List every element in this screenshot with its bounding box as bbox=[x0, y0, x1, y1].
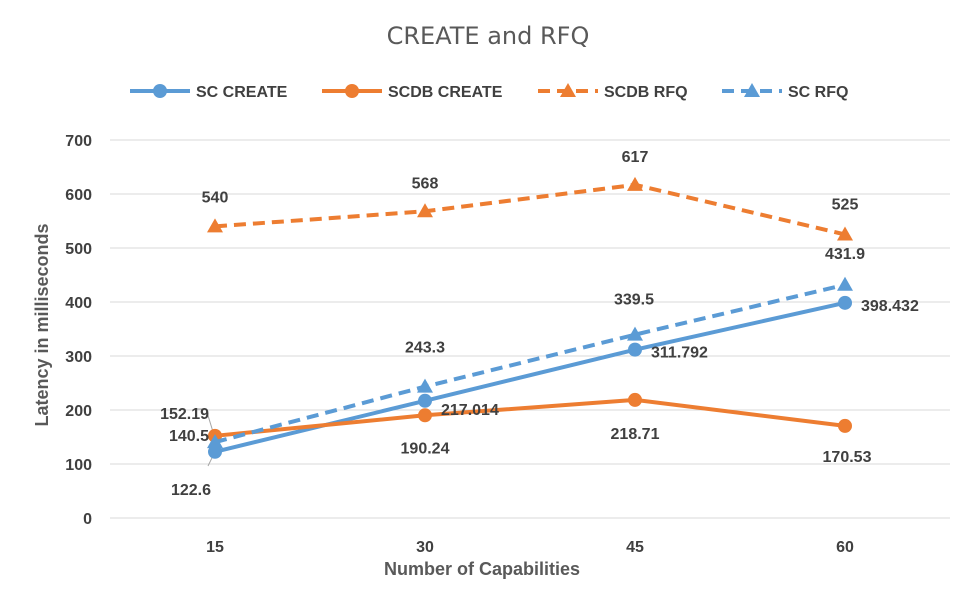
legend: SC CREATE SCDB CREATE SCDB RFQ SC RFQ bbox=[130, 83, 848, 101]
chart-title: CREATE and RFQ bbox=[387, 22, 590, 50]
y-axis-title: Latency in milliseconds bbox=[32, 223, 52, 426]
legend-marker bbox=[560, 83, 576, 97]
leader-line bbox=[196, 408, 214, 432]
data-point bbox=[628, 392, 642, 407]
data-point bbox=[838, 418, 852, 433]
legend-item-scdb-create: SCDB CREATE bbox=[322, 84, 503, 101]
data-label: 243.3 bbox=[405, 340, 445, 357]
series-line bbox=[214, 397, 846, 438]
y-tick-label: 700 bbox=[65, 133, 92, 150]
data-point bbox=[207, 218, 223, 233]
series-group bbox=[207, 176, 853, 459]
data-label: 170.53 bbox=[823, 449, 872, 466]
y-tick-label: 400 bbox=[65, 295, 92, 312]
data-point bbox=[627, 326, 643, 341]
series-line bbox=[214, 282, 846, 445]
data-point bbox=[627, 176, 643, 191]
data-label: 122.6 bbox=[171, 482, 211, 499]
series-sc-rfq bbox=[207, 276, 853, 449]
y-tick-label: 100 bbox=[65, 457, 92, 474]
data-label: 617 bbox=[622, 149, 649, 166]
data-point bbox=[417, 378, 433, 393]
series-scdb-rfq bbox=[207, 176, 853, 241]
legend-item-sc-rfq: SC RFQ bbox=[722, 83, 848, 101]
x-tick-label: 45 bbox=[626, 539, 644, 556]
data-label: 398.432 bbox=[861, 298, 919, 315]
x-tick-label: 15 bbox=[206, 539, 224, 556]
x-axis-title: Number of Capabilities bbox=[384, 559, 580, 579]
y-tick-label: 300 bbox=[65, 349, 92, 366]
data-label: 152.19 bbox=[160, 406, 209, 423]
data-label: 217.014 bbox=[441, 402, 499, 419]
data-point bbox=[838, 295, 852, 310]
y-tick-label: 600 bbox=[65, 187, 92, 204]
data-point bbox=[837, 276, 853, 291]
data-label: 190.24 bbox=[401, 440, 450, 457]
legend-label: SC RFQ bbox=[788, 84, 848, 101]
data-point bbox=[417, 203, 433, 218]
x-tick-label: 30 bbox=[416, 539, 434, 556]
x-axis-ticks: 15 30 45 60 bbox=[206, 539, 854, 556]
data-labels: 122.6 217.014 311.792 398.432 152.19 190.24 21… bbox=[160, 149, 919, 499]
y-axis-ticks: 0 100 200 300 400 500 600 700 bbox=[65, 133, 92, 528]
data-point bbox=[207, 434, 223, 449]
legend-label: SC CREATE bbox=[196, 84, 288, 101]
series-line bbox=[214, 182, 846, 237]
data-label: 525 bbox=[832, 197, 859, 214]
legend-label: SCDB RFQ bbox=[604, 84, 688, 101]
legend-marker bbox=[345, 84, 359, 98]
legend-marker bbox=[744, 83, 760, 97]
data-label: 140.5 bbox=[169, 428, 209, 445]
data-label: 218.71 bbox=[611, 426, 660, 443]
gridlines bbox=[110, 139, 950, 519]
data-point bbox=[837, 226, 853, 241]
legend-item-sc-create: SC CREATE bbox=[130, 84, 288, 101]
legend-item-scdb-rfq: SCDB RFQ bbox=[538, 83, 688, 101]
y-tick-label: 200 bbox=[65, 403, 92, 420]
x-tick-label: 60 bbox=[836, 539, 854, 556]
series-line bbox=[214, 300, 846, 454]
legend-label: SCDB CREATE bbox=[388, 84, 503, 101]
data-point bbox=[418, 393, 432, 408]
data-label: 431.9 bbox=[825, 246, 865, 263]
data-point bbox=[628, 342, 642, 357]
series-sc-create bbox=[208, 295, 852, 459]
data-point bbox=[418, 408, 432, 423]
data-label: 311.792 bbox=[651, 345, 708, 362]
legend-marker bbox=[153, 84, 167, 98]
data-label: 568 bbox=[412, 175, 439, 192]
data-point bbox=[208, 444, 222, 459]
y-tick-label: 500 bbox=[65, 241, 92, 258]
data-label: 540 bbox=[202, 189, 229, 206]
data-label: 339.5 bbox=[614, 292, 654, 309]
y-tick-label: 0 bbox=[83, 511, 92, 528]
series-scdb-create bbox=[208, 392, 852, 443]
